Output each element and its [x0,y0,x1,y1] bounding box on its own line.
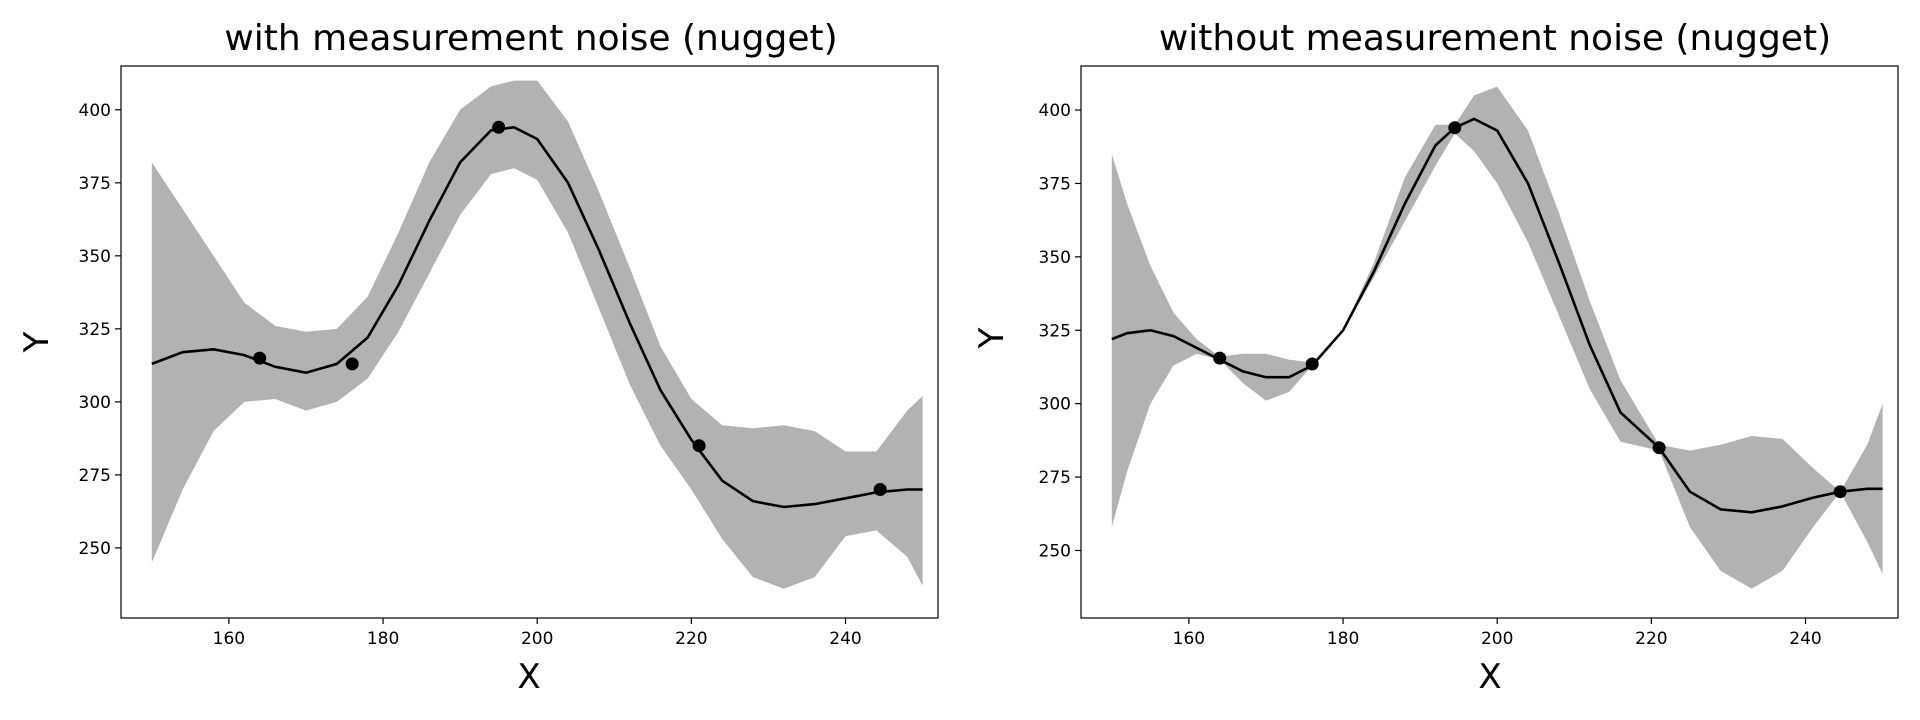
x-tick-label: 200 [1481,629,1513,649]
data-point [692,439,706,453]
x-tick-label: 160 [1173,629,1205,649]
x-tick-label: 180 [1327,629,1359,649]
data-point [873,483,887,496]
y-tick-label: 375 [79,174,111,194]
data-point [492,120,506,134]
y-tick-label: 350 [79,247,111,267]
y-tick-label: 400 [79,101,111,121]
x-axis: 160 180 200 220 240 [213,618,862,649]
x-tick-label: 160 [213,629,245,649]
y-tick-label: 350 [1039,248,1071,268]
y-tick-label: 300 [79,393,111,413]
y-tick-label: 275 [79,466,111,486]
x-tick-label: 240 [1789,629,1821,649]
y-tick-label: 250 [1039,541,1071,561]
axes-frame [1080,65,1899,619]
y-tick-label: 325 [79,320,111,340]
data-point [1448,121,1462,135]
y-tick-label: 375 [1039,174,1071,194]
confidence-band [151,80,923,589]
plot-area [1111,86,1883,589]
x-axis-label: X [517,657,540,697]
y-tick-label: 250 [79,539,111,559]
data-point [1213,351,1227,365]
chart-title: with measurement noise (nugget) [224,18,837,59]
x-tick-label: 220 [1635,629,1667,649]
y-axis-label: Y [17,331,57,353]
y-tick-label: 400 [1039,101,1071,121]
y-axis-label: Y [972,327,1012,349]
y-axis: 250 275 300 325 350 375 400 [1039,101,1081,561]
chart-title: without measurement noise (nugget) [1159,18,1831,59]
y-tick-label: 325 [1039,321,1071,341]
x-tick-label: 200 [521,629,553,649]
mean-prediction-line [151,125,923,509]
axes-frame [120,65,939,619]
data-point [345,357,359,371]
x-tick-label: 220 [675,629,707,649]
x-tick-label: 180 [367,629,399,649]
data-point [1652,441,1666,455]
y-tick-label: 300 [1039,395,1071,415]
chart-with-nugget: with measurement noise (nugget) 160 180 20… [17,18,939,697]
chart-without-nugget: without measurement noise (nugget) 160 18… [972,18,1899,697]
data-point [1305,357,1319,371]
x-tick-label: 240 [829,629,861,649]
x-axis-label: X [1478,657,1501,697]
data-point [1833,485,1847,499]
x-axis: 160 180 200 220 240 [1173,618,1822,649]
plot-area [151,80,923,589]
data-point [253,351,267,365]
y-axis: 250 275 300 325 350 375 400 [79,101,121,559]
y-tick-label: 275 [1039,468,1071,488]
confidence-band [1111,86,1883,589]
